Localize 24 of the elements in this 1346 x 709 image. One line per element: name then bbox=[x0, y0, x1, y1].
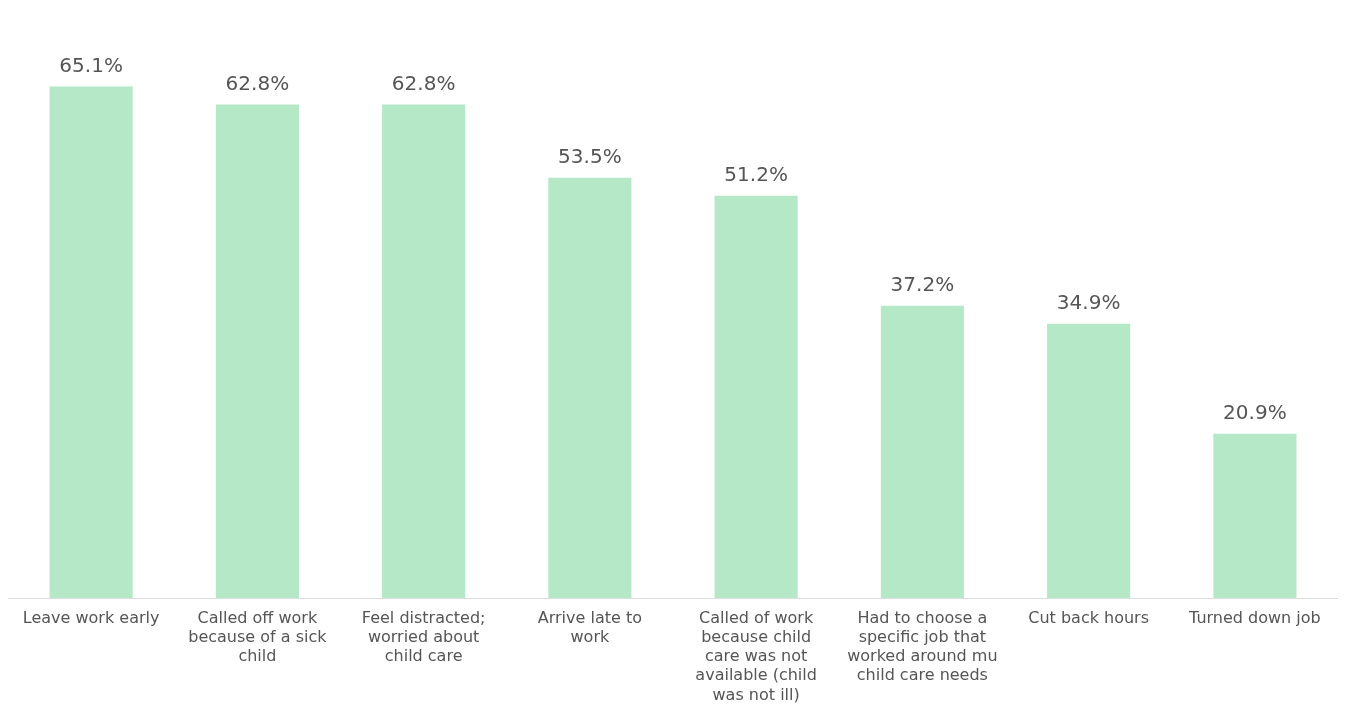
x-tick-label: Arrive late to work bbox=[537, 607, 642, 646]
data-label: 20.9% bbox=[1223, 399, 1287, 424]
x-tick-label: Called off work because of a sick child bbox=[188, 607, 328, 666]
x-tick-label: Turned down job bbox=[1188, 607, 1321, 627]
x-tick-label: Called of work because child care was not available (child was not ill) bbox=[695, 607, 817, 704]
data-label: 62.8% bbox=[391, 70, 456, 95]
bar bbox=[714, 195, 798, 598]
bar bbox=[1213, 433, 1297, 598]
bar bbox=[880, 305, 964, 598]
x-tick-label: Had to choose a specific job that worked around mu child care needs bbox=[847, 607, 998, 685]
data-label: 62.8% bbox=[225, 70, 290, 95]
x-tick-label: Feel distracted; worried about child care bbox=[361, 607, 486, 666]
bar bbox=[548, 177, 632, 598]
x-tick-label: Cut back hours bbox=[1028, 607, 1150, 627]
bar bbox=[49, 86, 133, 598]
bar bbox=[382, 104, 466, 598]
data-label: 37.2% bbox=[890, 271, 955, 296]
bar bbox=[215, 104, 299, 598]
data-label: 65.1% bbox=[59, 52, 123, 77]
data-label: 51.2% bbox=[724, 161, 788, 186]
bar bbox=[1047, 323, 1131, 598]
data-label: 53.5% bbox=[558, 143, 622, 168]
x-tick-label: Leave work early bbox=[22, 607, 160, 627]
data-label: 34.9% bbox=[1056, 289, 1121, 314]
